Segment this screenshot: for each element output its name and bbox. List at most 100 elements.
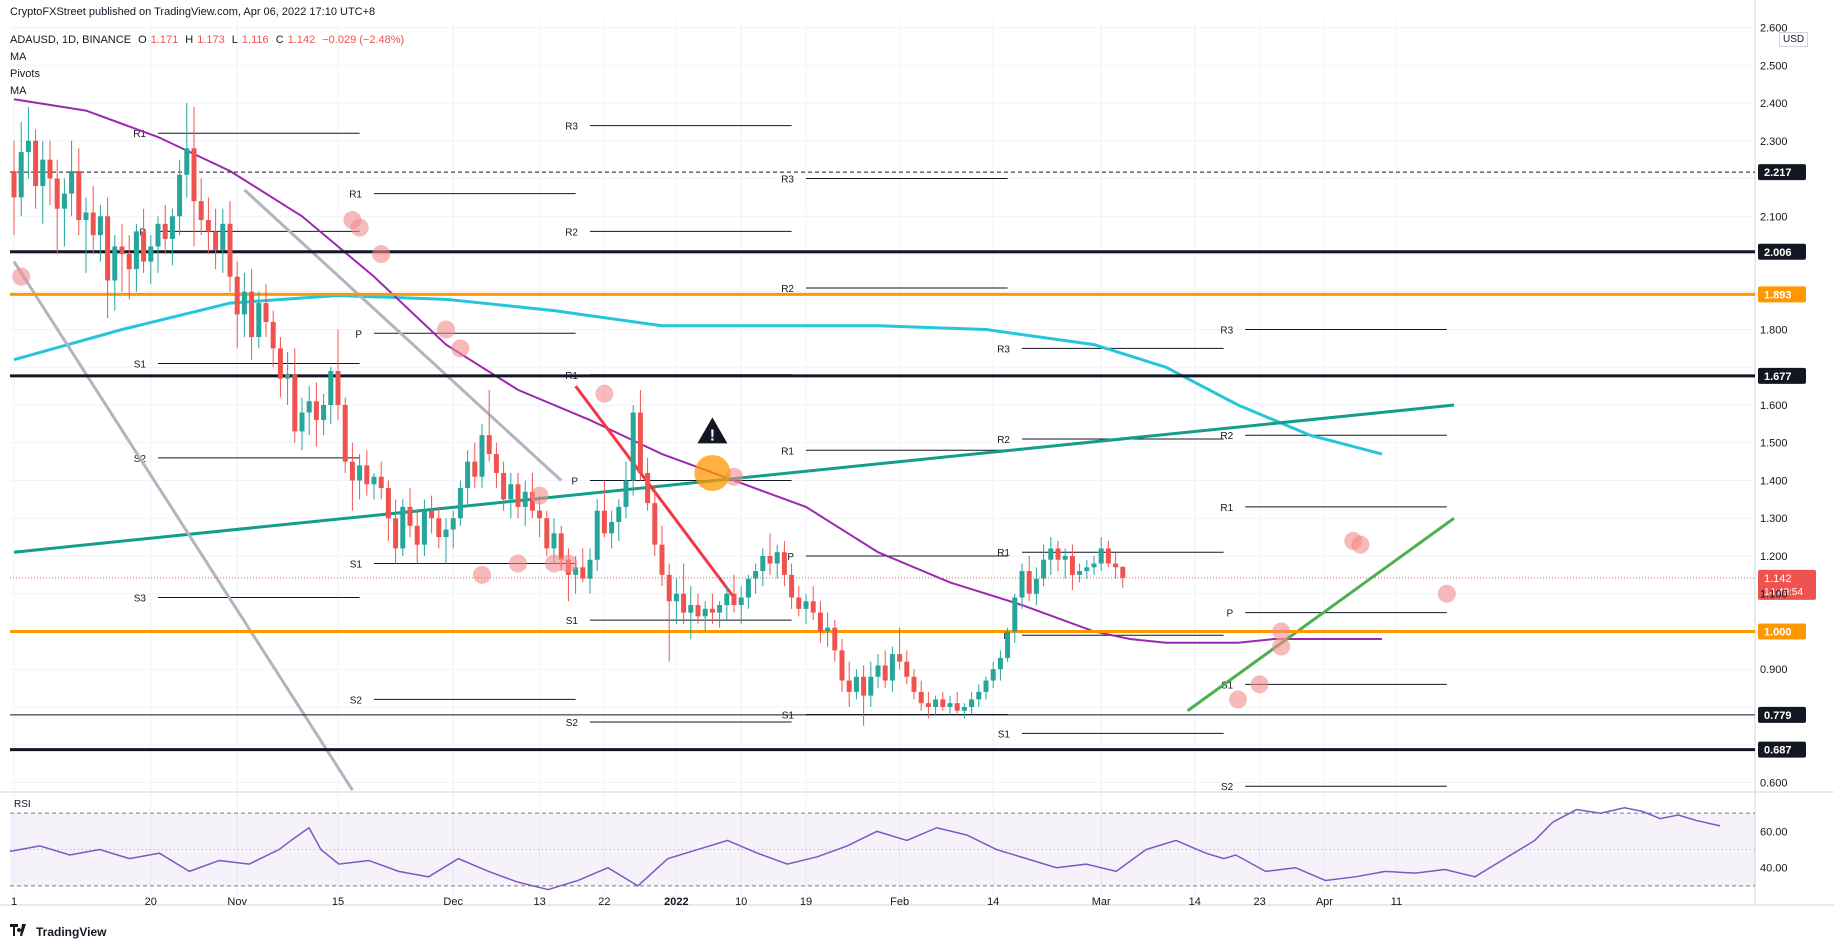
- indicator-ma-label[interactable]: MA: [10, 51, 27, 63]
- candle-body: [313, 401, 319, 421]
- candle-body: [623, 480, 629, 507]
- candle-body: [846, 680, 852, 692]
- ma-short-line: [13, 98, 1382, 644]
- candle-body: [1062, 555, 1068, 560]
- candle-body: [853, 676, 859, 692]
- level-price-tag: [1758, 286, 1806, 303]
- candle-body: [256, 303, 262, 338]
- candle-body: [529, 491, 535, 511]
- candle-body: [789, 574, 795, 598]
- candle-body: [580, 567, 586, 579]
- candle-body: [407, 506, 413, 526]
- time-axis-label: Feb: [890, 896, 909, 908]
- touch-highlight: [509, 554, 527, 573]
- level-price-label: 2.217: [1764, 167, 1792, 179]
- candle-body: [76, 170, 82, 221]
- pivot-label: R2: [997, 435, 1010, 446]
- indicator-pivots-label[interactable]: Pivots: [10, 68, 40, 80]
- candle-body: [702, 608, 708, 617]
- candle-body: [673, 593, 679, 602]
- touch-highlight: [1272, 637, 1291, 656]
- candle-body: [731, 593, 737, 606]
- candle-body: [1041, 559, 1047, 579]
- published-by: CryptoFXStreet published on TradingView.…: [10, 6, 376, 18]
- level-price-label: 0.687: [1764, 745, 1792, 757]
- candle-body: [33, 140, 39, 187]
- touch-highlight: [451, 339, 470, 358]
- level-price-label: 2.006: [1764, 247, 1792, 259]
- price-axis-tick: 0.600: [1760, 777, 1788, 789]
- touch-highlight: [1437, 584, 1456, 603]
- candle-body: [220, 223, 226, 251]
- pivot-label: R2: [565, 227, 578, 238]
- candle-body: [11, 170, 17, 198]
- candle-body: [1026, 571, 1032, 594]
- level-price-label: 1.893: [1764, 289, 1792, 301]
- candle-body: [191, 148, 197, 202]
- level-price-tag: [1758, 623, 1806, 640]
- time-axis-label: Mar: [1092, 896, 1111, 908]
- candle-body: [803, 601, 809, 609]
- currency-unit[interactable]: USD: [1779, 32, 1809, 47]
- candle-body: [18, 152, 24, 198]
- candle-body: [637, 412, 643, 473]
- candle-body: [342, 405, 348, 462]
- trendline: [243, 188, 563, 482]
- candle-body: [486, 435, 492, 455]
- low-value: 1.116: [241, 34, 269, 46]
- candle-body: [285, 374, 291, 379]
- indicator-ma2-label[interactable]: MA: [10, 85, 27, 97]
- rsi-label: RSI: [14, 799, 31, 810]
- candle-body: [306, 401, 312, 413]
- candle-body: [69, 170, 75, 194]
- last-price-label: 1.142: [1764, 573, 1792, 585]
- candle-body: [997, 657, 1003, 670]
- candle-body: [774, 552, 780, 564]
- candle-body: [90, 212, 96, 236]
- candle-body: [1084, 567, 1090, 572]
- candle-body: [141, 231, 147, 262]
- candle-body: [796, 597, 802, 609]
- candle-body: [832, 627, 838, 651]
- pivot-label: S1: [134, 359, 147, 370]
- bar-countdown-label: 14:49:54: [1764, 587, 1803, 598]
- pivot-label: S2: [566, 718, 579, 729]
- pivot-label: S1: [566, 616, 579, 627]
- pivot-label: S1: [1221, 680, 1234, 691]
- time-axis-label: Dec: [443, 896, 463, 908]
- touch-highlight: [1351, 535, 1370, 554]
- candle-body: [184, 148, 190, 175]
- candle-body: [83, 212, 89, 221]
- candle-body: [421, 510, 427, 545]
- candle-body: [169, 216, 175, 239]
- time-axis-label: 19: [800, 896, 812, 908]
- candle-body: [990, 669, 996, 681]
- trendline: [1186, 517, 1455, 712]
- price-axis-tick: 1.500: [1760, 438, 1788, 450]
- symbol-label: ADAUSD, 1D, BINANCE: [10, 34, 132, 46]
- candle-body: [933, 699, 939, 707]
- touch-highlight: [1229, 690, 1247, 709]
- time-axis-label: 11: [1391, 896, 1402, 908]
- candle-body: [558, 533, 564, 560]
- price-axis-tick: 0.900: [1760, 664, 1788, 676]
- level-price-tag: [1758, 164, 1806, 181]
- candle-body: [414, 525, 420, 545]
- candle-body: [198, 201, 204, 221]
- candle-body: [277, 348, 283, 379]
- candle-body: [839, 650, 845, 681]
- candle-body: [1019, 571, 1025, 598]
- rsi-axis-tick: 60.00: [1760, 826, 1788, 838]
- touch-highlight: [1250, 675, 1269, 694]
- candle-body: [717, 605, 723, 613]
- candle-body: [695, 605, 701, 617]
- rsi-axis-tick: 40.00: [1760, 863, 1788, 875]
- pivot-label: R2: [781, 284, 794, 295]
- candle-body: [105, 216, 111, 281]
- candle-body: [1098, 548, 1104, 564]
- touch-highlight: [372, 245, 391, 264]
- candle-body: [241, 291, 247, 315]
- candle-body: [645, 472, 651, 504]
- pivot-label: R2: [1220, 431, 1233, 442]
